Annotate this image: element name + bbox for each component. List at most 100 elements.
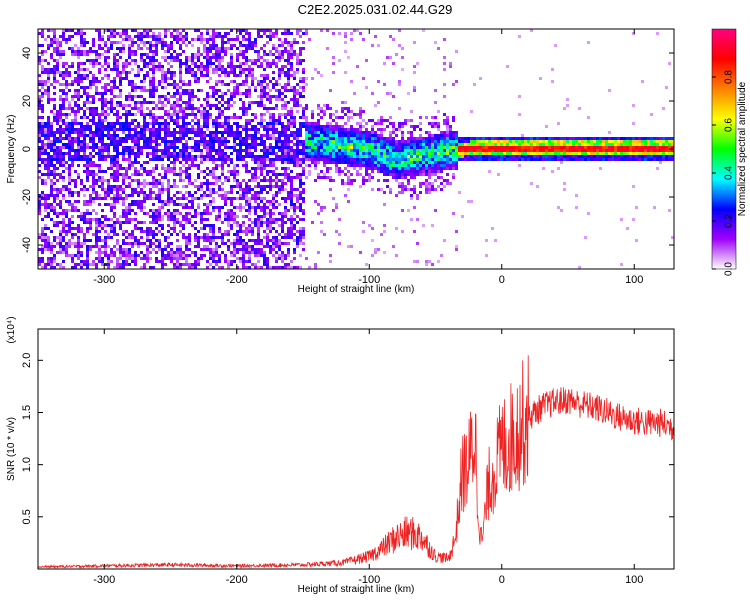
spectrogram-cell — [275, 251, 278, 254]
spectrogram-cell — [83, 194, 86, 197]
spectrogram-cell — [113, 188, 116, 191]
spectrogram-cell — [260, 251, 263, 254]
spectrogram-cell — [101, 86, 104, 89]
spectrogram-cell — [257, 131, 260, 134]
spectrogram-cell — [251, 245, 254, 248]
spectrogram-cell — [245, 29, 248, 32]
spectrogram-cell — [110, 158, 113, 161]
spectrogram-cell — [107, 266, 110, 269]
spectrogram-cell — [245, 119, 248, 122]
spectrogram-cell — [89, 59, 92, 62]
spectrogram-cell — [410, 146, 413, 149]
spectrogram-cell — [203, 182, 206, 185]
spectrogram-cell — [176, 32, 179, 35]
spectrogram-cell — [263, 134, 266, 137]
spectrogram-cell — [263, 185, 266, 188]
spectrogram-cell — [239, 41, 242, 44]
spectrogram-cell — [254, 209, 257, 212]
spectrogram-cell — [152, 128, 155, 131]
spectrogram-cell — [74, 80, 77, 83]
spectrogram-cell — [122, 140, 125, 143]
spectrogram-cell — [134, 203, 137, 206]
spectrogram-cell — [146, 260, 149, 263]
spectrogram-cell — [362, 158, 365, 161]
spectrogram-cell — [299, 125, 302, 128]
spectrogram-cell — [296, 134, 299, 137]
spectrogram-cell — [125, 257, 128, 260]
spectrogram-cell — [164, 140, 167, 143]
spectrogram-cell — [329, 179, 332, 182]
spectrogram-cell — [248, 224, 251, 227]
spectrogram-cell — [251, 101, 254, 104]
spectrogram-cell — [296, 161, 299, 164]
spectrogram-cell — [122, 125, 125, 128]
spectrogram-cell — [173, 173, 176, 176]
spectrogram-cell — [107, 47, 110, 50]
spectrogram-cell — [119, 194, 122, 197]
spectrogram-cell — [131, 122, 134, 125]
spectrogram-cell — [245, 89, 248, 92]
spectrogram-cell — [158, 125, 161, 128]
spectrogram-cell — [203, 44, 206, 47]
spectrogram-cell — [92, 119, 95, 122]
spectrogram-cell — [287, 56, 290, 59]
spectrogram-cell — [254, 242, 257, 245]
spectrogram-cell — [299, 92, 302, 95]
spectrogram-cell — [323, 161, 326, 164]
spectrogram-cell — [50, 245, 53, 248]
spectrogram-cell — [107, 185, 110, 188]
spectrogram-cell — [128, 233, 131, 236]
spectrogram-cell — [278, 191, 281, 194]
spectrogram-cell — [413, 128, 416, 131]
spectrogram-cell — [125, 59, 128, 62]
spectrogram-cell — [203, 119, 206, 122]
spectrogram-cell — [53, 137, 56, 140]
spectrogram-cell — [227, 209, 230, 212]
spectrogram-cell — [392, 173, 395, 176]
spectrogram-cell — [209, 155, 212, 158]
spectrogram-cell — [164, 77, 167, 80]
spectrogram-cell — [104, 203, 107, 206]
spectrogram-cell — [38, 212, 41, 215]
spectrogram-cell — [107, 263, 110, 266]
spectrogram-cell — [350, 182, 353, 185]
spectrogram-cell — [269, 158, 272, 161]
spectrogram-cell — [173, 74, 176, 77]
spectrogram-cell — [50, 209, 53, 212]
spectrogram-cell — [179, 254, 182, 257]
spectrogram-cell — [266, 152, 269, 155]
spectrogram-cell — [344, 131, 347, 134]
spectrogram-cell — [164, 41, 167, 44]
spectrogram-cell — [104, 74, 107, 77]
spectrogram-cell — [251, 167, 254, 170]
spectrogram-cell — [134, 179, 137, 182]
spectrogram-cell — [302, 68, 305, 71]
spectrogram-cell — [152, 209, 155, 212]
spectrogram-cell — [227, 101, 230, 104]
spectrogram-cell — [116, 239, 119, 242]
spectrogram-cell — [44, 209, 47, 212]
spectrogram-cell — [155, 116, 158, 119]
spectrogram-cell — [119, 185, 122, 188]
spectrogram-cell — [122, 260, 125, 263]
spectrogram-cell — [377, 170, 380, 173]
spectrogram-cell — [209, 227, 212, 230]
spectrogram-cell — [209, 173, 212, 176]
spectrogram-cell — [155, 179, 158, 182]
spectrogram-cell — [200, 194, 203, 197]
spectrogram-cell — [71, 98, 74, 101]
spectrogram-cell — [152, 71, 155, 74]
spectrogram-cell — [272, 137, 275, 140]
spectrogram-cell — [125, 122, 128, 125]
spectrogram-cell — [299, 86, 302, 89]
spectrogram-cell — [359, 32, 362, 35]
spectrogram-cell — [281, 125, 284, 128]
spectrogram-cell — [221, 59, 224, 62]
spectrogram-cell — [194, 140, 197, 143]
spectrogram-cell — [347, 119, 350, 122]
spectrogram-cell — [248, 185, 251, 188]
spectrogram-cell — [122, 263, 125, 266]
spectrogram-cell — [296, 83, 299, 86]
spectrogram-cell — [107, 149, 110, 152]
spectrogram-cell — [194, 254, 197, 257]
